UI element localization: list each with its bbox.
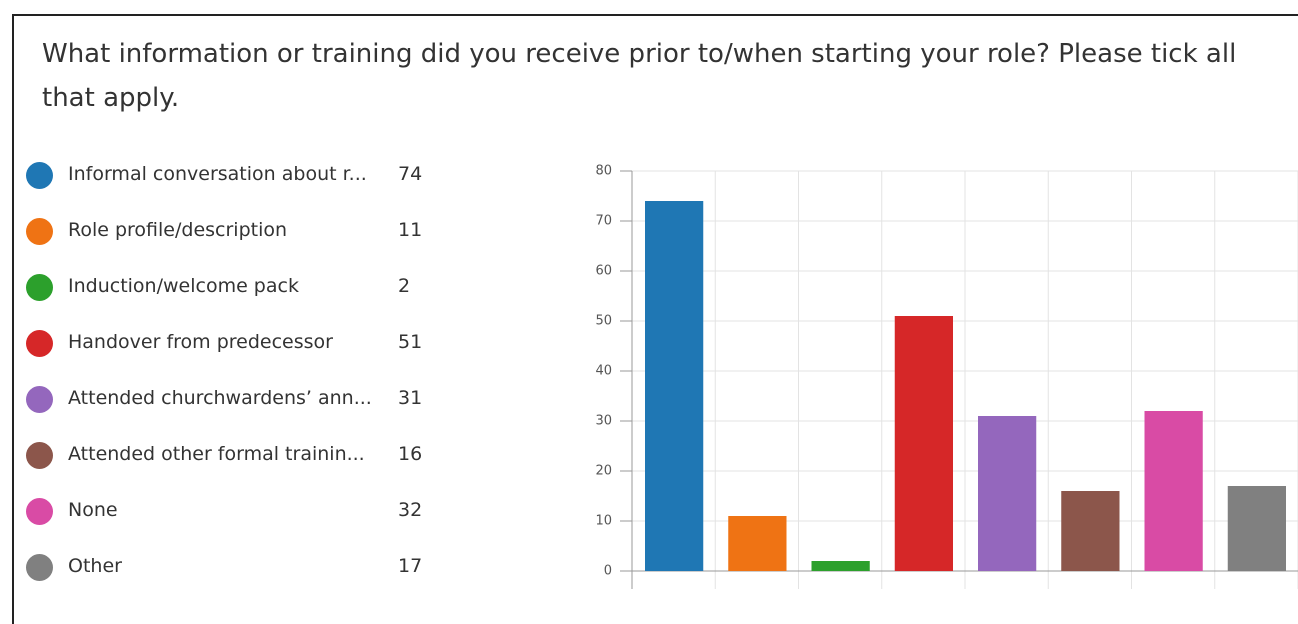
y-tick-label: 10: [595, 514, 612, 529]
legend-value: 32: [398, 499, 423, 521]
bar: [978, 416, 1037, 571]
legend-label: Attended other formal trainin...: [68, 443, 365, 465]
bar: [728, 516, 787, 571]
legend-label: None: [68, 499, 118, 521]
legend-label: Induction/welcome pack: [68, 275, 299, 297]
y-tick-label: 20: [595, 464, 612, 479]
y-tick-label: 0: [604, 564, 612, 579]
bar: [1227, 486, 1286, 571]
legend-value: 74: [398, 163, 423, 185]
y-tick-label: 70: [595, 214, 612, 229]
legend-swatch: [26, 218, 53, 245]
y-tick-label: 60: [595, 264, 612, 279]
legend-item: Induction/welcome pack 2: [26, 270, 446, 326]
legend-value: 16: [398, 443, 423, 465]
legend-label: Attended churchwardens’ ann...: [68, 387, 372, 409]
legend: Informal conversation about r... 74 Role p…: [26, 158, 446, 606]
card: [12, 14, 1298, 624]
legend-value: 17: [398, 555, 423, 577]
legend-swatch: [26, 498, 53, 525]
y-tick-label: 50: [595, 314, 612, 329]
legend-item: Attended other formal trainin... 16: [26, 438, 446, 494]
question-title: What information or training did you rec…: [42, 39, 1237, 113]
legend-label: Other: [68, 555, 122, 577]
legend-item: Role profile/description 11: [26, 214, 446, 270]
legend-item: Handover from predecessor 51: [26, 326, 446, 382]
legend-label: Informal conversation about r...: [68, 163, 367, 185]
y-tick-label: 30: [595, 414, 612, 429]
y-tick-label: 80: [595, 164, 612, 179]
bar: [894, 316, 953, 571]
legend-swatch: [26, 554, 53, 581]
legend-swatch: [26, 274, 53, 301]
legend-item: Informal conversation about r... 74: [26, 158, 446, 214]
legend-value: 11: [398, 219, 423, 241]
legend-value: 31: [398, 387, 423, 409]
bar: [811, 561, 870, 571]
legend-label: Role profile/description: [68, 219, 288, 241]
y-tick-label: 40: [595, 364, 612, 379]
legend-value: 2: [398, 275, 411, 297]
legend-item: Other 17: [26, 550, 446, 606]
legend-label: Handover from predecessor: [68, 331, 333, 353]
bar: [1144, 411, 1203, 571]
legend-swatch: [26, 386, 53, 413]
legend-item: None 32: [26, 494, 446, 550]
bar: [645, 201, 704, 571]
legend-swatch: [26, 442, 53, 469]
legend-value: 51: [398, 331, 423, 353]
legend-item: Attended churchwardens’ ann... 31: [26, 382, 446, 438]
legend-swatch: [26, 330, 53, 357]
legend-swatch: [26, 162, 53, 189]
bar: [1061, 491, 1120, 571]
